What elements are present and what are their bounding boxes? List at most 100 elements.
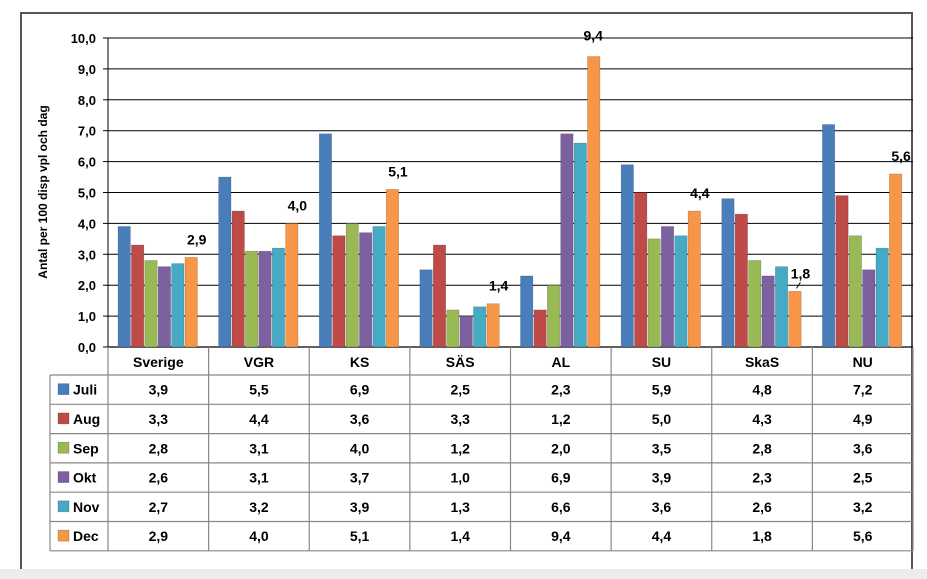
table-cell-value: 2,0 (551, 440, 571, 456)
y-tick-label: 5,0 (78, 186, 96, 201)
bar (271, 247, 285, 348)
data-label: 1,4 (489, 278, 509, 294)
bar (875, 247, 889, 348)
y-tick-label: 3,0 (78, 247, 96, 262)
data-label: 4,4 (690, 185, 710, 201)
table-cell-value: 1,2 (450, 440, 470, 456)
y-tick-label: 0,0 (78, 340, 96, 355)
bar (131, 244, 145, 348)
table-cell-value: 2,8 (752, 440, 772, 456)
bar (862, 269, 876, 348)
legend-swatch (57, 471, 70, 483)
y-tick-label: 7,0 (78, 124, 96, 139)
table-cell-value: 2,7 (149, 499, 169, 515)
table-cell-value: 5,5 (249, 382, 269, 398)
bar (533, 309, 547, 348)
table-cell-value: 5,0 (652, 411, 672, 427)
bar (218, 176, 232, 348)
bar (432, 244, 446, 348)
legend-swatch (57, 441, 70, 454)
data-label: 5,1 (388, 163, 408, 179)
data-label: 2,9 (187, 231, 207, 247)
table-cell-value: 3,3 (450, 411, 470, 427)
y-tick-label: 4,0 (78, 216, 96, 231)
bar (372, 226, 386, 348)
table-cell-value: 5,1 (350, 528, 370, 544)
y-tick-label: 1,0 (78, 309, 96, 324)
legend-label: Sep (73, 440, 99, 456)
y-axis-label: Antal per 100 disp vpl och dag (36, 105, 50, 278)
table-cell-value: 2,5 (853, 470, 873, 486)
bar (144, 260, 158, 348)
bar (788, 291, 802, 348)
table-cell-value: 1,3 (450, 499, 470, 515)
table-cell-value: 2,5 (450, 382, 470, 398)
table-cell-value: 3,2 (853, 499, 873, 515)
bar (231, 210, 245, 348)
category-label: NU (853, 354, 873, 370)
table-cell-value: 3,6 (350, 411, 370, 427)
table-cell-value: 4,9 (853, 411, 873, 427)
table-cell-value: 2,9 (149, 528, 169, 544)
bar (573, 142, 587, 348)
legend-label: Nov (73, 499, 100, 515)
bar (721, 198, 735, 348)
bar (761, 275, 775, 348)
y-tick-label: 8,0 (78, 93, 96, 108)
bar (419, 269, 433, 348)
table-cell-value: 3,9 (350, 499, 370, 515)
table-cell-value: 3,9 (652, 470, 672, 486)
table-cell-value: 3,6 (652, 499, 672, 515)
bar (822, 124, 836, 348)
table-cell-value: 4,8 (752, 382, 772, 398)
table-cell-value: 3,3 (149, 411, 169, 427)
legend-swatch (57, 529, 70, 542)
table-cell-value: 4,0 (249, 528, 269, 544)
table-cell-value: 2,6 (149, 470, 169, 486)
table-cell-value: 6,6 (551, 499, 571, 515)
data-label: 5,6 (891, 148, 911, 164)
legend-swatch (57, 383, 70, 395)
table-cell-value: 4,3 (752, 411, 772, 427)
table-cell-value: 3,2 (249, 499, 269, 515)
bar (687, 210, 701, 348)
category-label: SÄS (446, 354, 475, 370)
bar (285, 223, 299, 348)
legend-swatch (57, 500, 70, 513)
data-label: 4,0 (288, 197, 308, 213)
table-cell-value: 6,9 (350, 382, 370, 398)
legend-label: Dec (73, 528, 99, 544)
bar (345, 223, 359, 348)
data-label-leader (796, 282, 801, 289)
bar (587, 56, 601, 348)
data-label: 9,4 (583, 28, 603, 44)
table-cell-value: 1,4 (450, 528, 470, 544)
bar (546, 284, 560, 348)
bar (748, 260, 762, 348)
table-cell-value: 5,9 (652, 382, 672, 398)
bar (647, 238, 661, 348)
bar (620, 164, 634, 348)
bar (117, 226, 131, 348)
bar (634, 192, 648, 348)
bar (560, 133, 574, 348)
table-cell-value: 4,4 (652, 528, 672, 544)
legend-label: Aug (73, 411, 100, 427)
table-cell-value: 3,1 (249, 440, 269, 456)
table-cell-value: 2,3 (752, 470, 772, 486)
bar (318, 133, 332, 348)
bar (661, 226, 675, 348)
category-label: SU (652, 354, 671, 370)
bar (184, 257, 198, 348)
bar (385, 189, 399, 348)
table-cell-value: 4,4 (249, 411, 269, 427)
bar (171, 263, 185, 348)
table-cell-value: 3,6 (853, 440, 873, 456)
bar (889, 173, 903, 348)
table-cell-value: 1,0 (450, 470, 470, 486)
bar (674, 235, 688, 348)
category-label: KS (350, 354, 369, 370)
y-tick-label: 2,0 (78, 278, 96, 293)
bar (848, 235, 862, 348)
